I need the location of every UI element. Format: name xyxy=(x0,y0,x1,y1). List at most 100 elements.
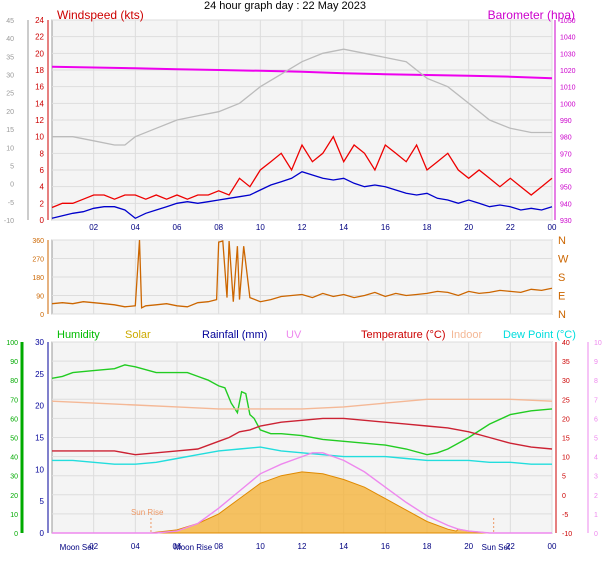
outer-left-tick: 10 xyxy=(6,145,14,152)
humidity-tick: 0 xyxy=(14,531,18,538)
hour-tick-label: 18 xyxy=(423,542,432,551)
hour-tick-label: 12 xyxy=(298,542,307,551)
hour-tick-label: 20 xyxy=(464,223,473,232)
humidity-tick: 80 xyxy=(10,378,18,385)
temperature-tick: 5 xyxy=(562,474,566,481)
humidity-tick: 60 xyxy=(10,416,18,423)
hour-tick-label: 00 xyxy=(548,542,557,551)
uv-tick: 2 xyxy=(594,493,598,500)
series-line xyxy=(52,446,552,465)
wind-left-tick: 4 xyxy=(40,183,45,192)
hour-tick-label: 02 xyxy=(89,223,98,232)
baro-right-tick: 970 xyxy=(560,151,572,158)
uv-tick: 8 xyxy=(594,378,598,385)
rain-tick: 5 xyxy=(40,497,45,506)
series-line xyxy=(51,135,553,209)
humidity-tick: 90 xyxy=(10,359,18,366)
legend-entry: Humidity xyxy=(57,329,100,341)
legend-entry: Indoor xyxy=(451,329,483,341)
hour-tick-label: 10 xyxy=(256,542,265,551)
humidity-tick: 40 xyxy=(10,455,18,462)
uv-tick: 6 xyxy=(594,416,598,423)
legend-entry: Rainfall (mm) xyxy=(202,329,267,341)
uv-tick: 4 xyxy=(594,455,598,462)
series-line xyxy=(51,398,553,410)
compass-tick: W xyxy=(558,254,569,266)
temp-humidity-legend: Humidity Solar Rainfall (mm) UV Temperature … xyxy=(57,329,576,341)
uv-tick: 7 xyxy=(594,397,598,404)
wind-baro-panel: 454035302520151050-5-1024222018161412108… xyxy=(4,8,576,232)
hour-tick-label: 22 xyxy=(506,542,515,551)
rain-tick: 20 xyxy=(35,402,44,411)
sunrise-label: Sun Rise xyxy=(131,508,164,517)
compass-tick: N xyxy=(558,235,566,247)
wind-baro-axes: 454035302520151050-5-1024222018161412108… xyxy=(4,16,576,232)
wind-left-tick: 20 xyxy=(35,49,44,58)
wind-left-tick: 18 xyxy=(35,66,44,75)
wind-left-tick: 16 xyxy=(35,83,44,92)
outer-left-tick: 35 xyxy=(6,54,14,61)
outer-left-tick: 30 xyxy=(6,73,14,80)
baro-right-tick: 1040 xyxy=(560,35,576,42)
wind-left-tick: 8 xyxy=(40,149,45,158)
uv-tick: 0 xyxy=(594,531,598,538)
windspeed-legend: Windspeed (kts) xyxy=(57,8,144,22)
humidity-tick: 10 xyxy=(10,512,18,519)
temperature-tick: 30 xyxy=(562,378,570,385)
uv-tick: 9 xyxy=(594,359,598,366)
graph-title: 24 hour graph day : 22 May 2023 xyxy=(204,0,366,12)
baro-right-tick: 940 xyxy=(560,201,572,208)
compass-tick: N xyxy=(558,309,566,321)
outer-left-tick: 45 xyxy=(6,18,14,25)
rain-tick: 30 xyxy=(35,338,44,347)
legend-entry: Dew Point (°C) xyxy=(503,329,576,341)
hour-tick-label: 00 xyxy=(548,223,557,232)
outer-left-tick: 25 xyxy=(6,91,14,98)
hour-tick-label: 18 xyxy=(423,223,432,232)
temperature-tick: 20 xyxy=(562,416,570,423)
outer-left-tick: 15 xyxy=(6,127,14,134)
uv-tick: 5 xyxy=(594,436,598,443)
humidity-tick: 100 xyxy=(6,340,18,347)
hour-tick-label: 16 xyxy=(381,542,390,551)
temperature-tick: -10 xyxy=(562,531,572,538)
hour-tick-label: 08 xyxy=(214,542,223,551)
uv-tick: 1 xyxy=(594,512,598,519)
legend-entry: Solar xyxy=(125,329,151,341)
hour-tick-label: 10 xyxy=(256,223,265,232)
hour-tick-label: 02 xyxy=(89,542,98,551)
temperature-tick: 40 xyxy=(562,340,570,347)
humidity-tick: 20 xyxy=(10,493,18,500)
wind-left-tick: 2 xyxy=(40,199,45,208)
hour-tick-label: 14 xyxy=(339,223,348,232)
temperature-tick: 35 xyxy=(562,359,570,366)
wind-left-tick: 22 xyxy=(35,33,44,42)
wind-left-tick: 0 xyxy=(40,216,45,225)
wind-left-tick: 12 xyxy=(35,116,44,125)
hour-tick-label: 04 xyxy=(131,542,140,551)
hour-tick-label: 06 xyxy=(173,542,182,551)
sun-moon-annotations: Sun Rise Moon Set Moon Rise Sun Set xyxy=(60,508,511,552)
temp-humidity-panel: 1009080706050403020100302520151050403530… xyxy=(6,329,602,552)
barometer-legend: Barometer (hpa) xyxy=(488,8,575,22)
baro-right-tick: 930 xyxy=(560,218,572,225)
baro-right-tick: 1020 xyxy=(560,68,576,75)
rain-tick: 15 xyxy=(35,434,44,443)
series-line xyxy=(51,170,553,220)
hour-tick-label: 06 xyxy=(173,223,182,232)
baro-right-tick: 1030 xyxy=(560,51,576,58)
outer-left-tick: -10 xyxy=(4,218,14,225)
temperature-tick: 15 xyxy=(562,436,570,443)
direction-line xyxy=(51,239,553,309)
sunset-label: Sun Set xyxy=(482,543,511,552)
series-line xyxy=(52,452,552,534)
baro-right-tick: 1000 xyxy=(560,101,576,108)
outer-left-tick: 5 xyxy=(10,163,14,170)
baro-right-tick: 980 xyxy=(560,135,572,142)
wind-left-tick: 14 xyxy=(35,99,44,108)
baro-right-tick: 1010 xyxy=(560,85,576,92)
hour-tick-label: 20 xyxy=(464,542,473,551)
direction-left-tick: 360 xyxy=(32,238,44,245)
